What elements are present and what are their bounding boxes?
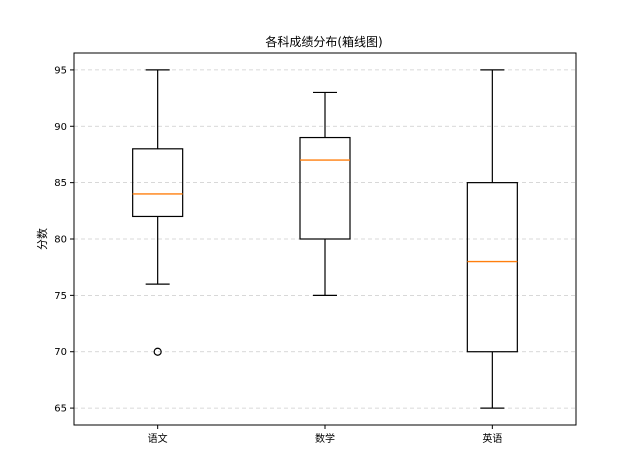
- y-tick-label: 95: [54, 65, 67, 76]
- y-axis-label: 分数: [36, 228, 49, 250]
- y-tick-label: 65: [54, 404, 67, 415]
- x-tick-label: 英语: [482, 432, 502, 445]
- box-iqr: [299, 136, 351, 240]
- box-iqr: [466, 182, 518, 353]
- box-iqr: [132, 148, 184, 218]
- box-plot-1: [132, 69, 184, 356]
- y-tick-label: 80: [54, 235, 67, 246]
- y-tick-label: 75: [54, 291, 67, 302]
- x-tick-label: 数学: [315, 432, 335, 445]
- box-plot-3: [466, 69, 518, 409]
- chart-title: 各科成绩分布(箱线图): [265, 34, 382, 49]
- y-tick-label: 85: [54, 178, 67, 189]
- outlier-point: [153, 347, 162, 356]
- y-tick-label: 70: [54, 347, 67, 358]
- x-tick-label: 语文: [148, 432, 168, 445]
- box-plots: [132, 69, 518, 409]
- x-axis-ticks: 语文 数学 英语: [148, 425, 502, 445]
- y-axis-ticks: 65 70 75 80 85 90 95: [54, 65, 74, 415]
- box-plot-2: [299, 91, 351, 296]
- y-tick-label: 90: [54, 122, 67, 133]
